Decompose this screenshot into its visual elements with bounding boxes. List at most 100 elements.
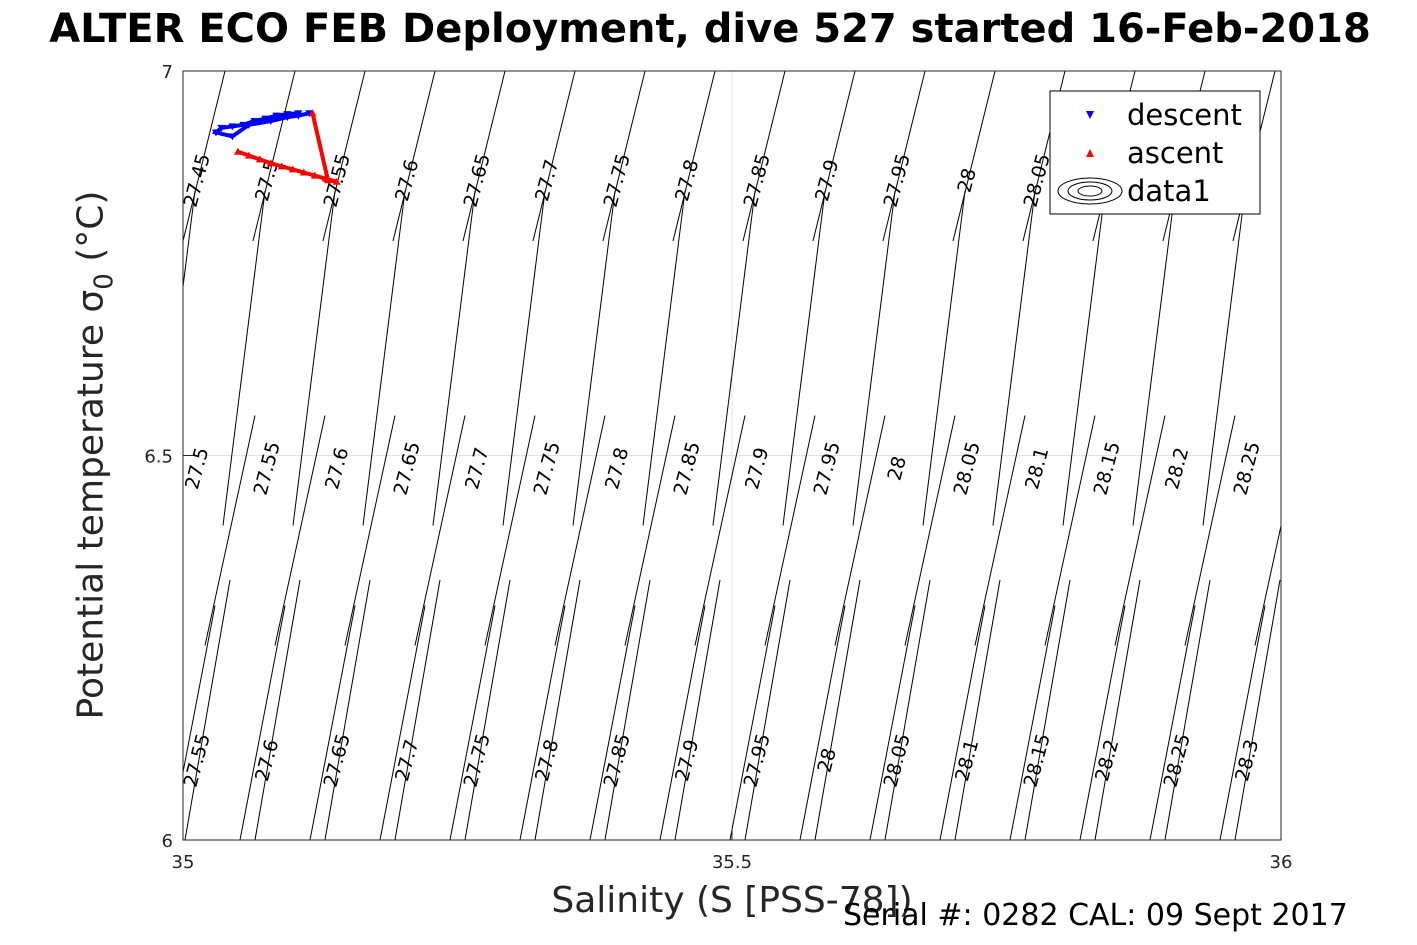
y-tick-label: 7 xyxy=(162,62,173,83)
isopycnal-line xyxy=(379,605,426,840)
isopycnal-line xyxy=(183,190,196,291)
legend-marker-data1 xyxy=(1077,185,1103,197)
isopycnal-line xyxy=(952,71,996,242)
isopycnal-line xyxy=(324,579,371,840)
isopycnal-line xyxy=(392,71,436,242)
isopycnal-line xyxy=(1164,579,1211,840)
isopycnal-line xyxy=(252,71,296,242)
isopycnal-line xyxy=(1132,190,1176,526)
legend-marker-data1 xyxy=(1057,177,1123,205)
legend-box xyxy=(1049,90,1261,215)
legend-label-data1: data1 xyxy=(1127,174,1211,208)
isopycnal-line xyxy=(799,605,846,840)
isopycnal-line xyxy=(624,415,676,646)
isopycnal-line xyxy=(204,415,256,646)
isopycnal-line xyxy=(1024,579,1071,840)
isopycnal-line xyxy=(834,415,886,646)
isopycnal-line xyxy=(449,605,496,840)
isopycnal-line xyxy=(532,71,576,242)
isopycnal-line xyxy=(1079,605,1126,840)
isopycnal-line xyxy=(602,71,646,242)
legend-label-ascent: ascent xyxy=(1127,136,1223,170)
x-tick-label: 36 xyxy=(1270,852,1293,873)
isopycnal-line xyxy=(659,605,706,840)
isopycnal-line xyxy=(1009,605,1056,840)
isopycnal-line xyxy=(309,605,356,840)
legend-marker-data1 xyxy=(1067,181,1113,201)
isopycnal-line xyxy=(742,71,786,242)
isopycnal-line xyxy=(254,579,301,840)
series-descent xyxy=(211,110,314,141)
isopycnal-line xyxy=(1202,190,1246,526)
isopycnal-line xyxy=(674,579,721,840)
isopycnal-line xyxy=(589,605,636,840)
isopycnal-line xyxy=(642,190,686,526)
isopycnal-line xyxy=(519,605,566,840)
isopycnal-line xyxy=(572,190,616,526)
isopycnal-line xyxy=(394,579,441,840)
series-ascent xyxy=(233,109,341,185)
isopycnal-line xyxy=(344,415,396,646)
isopycnal-line xyxy=(974,415,1026,646)
legend-marker-descent xyxy=(1086,111,1094,119)
legend: descent ascent data1 xyxy=(1049,90,1261,215)
isopycnal-line xyxy=(183,605,216,775)
isopycnal-line xyxy=(1044,415,1096,646)
isopycnal-line xyxy=(869,605,916,840)
isopycnal-line xyxy=(1114,415,1166,646)
isopycnal-line xyxy=(729,605,776,840)
serial-footer: Serial #: 0282 CAL: 09 Sept 2017 xyxy=(843,898,1348,933)
isopycnal-line xyxy=(764,415,816,646)
y-tick-label: 6 xyxy=(162,831,173,852)
isopycnal-line xyxy=(954,579,1001,840)
isopycnal-line xyxy=(1219,605,1266,840)
isopycnal-line xyxy=(744,579,791,840)
isopycnal-line xyxy=(604,579,651,840)
isopycnal-line xyxy=(884,579,931,840)
isopycnal-line xyxy=(502,190,546,526)
legend-marker-ascent xyxy=(1086,149,1094,157)
isopycnal-line xyxy=(184,579,231,840)
isopycnal-line xyxy=(939,605,986,840)
isopycnal-line xyxy=(462,71,506,242)
chart-title: ALTER ECO FEB Deployment, dive 527 start… xyxy=(49,6,1371,52)
trace-ascent xyxy=(237,112,338,184)
isopycnal-line xyxy=(1062,190,1106,526)
isopycnal-line xyxy=(814,579,861,840)
isopycnal-line xyxy=(694,415,746,646)
isopycnal-line xyxy=(1254,523,1281,646)
isopycnal-line xyxy=(1234,579,1281,840)
isopycnal-line xyxy=(904,415,956,646)
x-tick-label: 35 xyxy=(172,852,195,873)
trace-descent xyxy=(211,111,310,139)
isopycnal-line xyxy=(432,190,476,526)
isopycnal-line xyxy=(672,71,716,242)
isopycnal-line xyxy=(484,415,536,646)
isopycnal-line xyxy=(274,415,326,646)
x-axis-label: Salinity (S [PSS-78]) xyxy=(551,880,913,921)
x-tick-label: 35.5 xyxy=(712,852,752,873)
isopycnal-line xyxy=(554,415,606,646)
isopycnal-line xyxy=(882,71,926,242)
isopycnal-line xyxy=(712,190,756,526)
isopycnal-line xyxy=(1184,415,1236,646)
isopycnal-line xyxy=(812,71,856,242)
isopycnal-line xyxy=(852,190,896,526)
isopycnal-line xyxy=(782,190,826,526)
isopycnal-line xyxy=(222,190,266,526)
isopycnal-line xyxy=(239,605,286,840)
isopycnal-line xyxy=(922,190,966,526)
isopycnal-line xyxy=(322,71,366,242)
isopycnal-line xyxy=(362,190,406,526)
isopycnal-line xyxy=(1094,579,1141,840)
isopycnal-line xyxy=(464,579,511,840)
legend-label-descent: descent xyxy=(1127,98,1242,132)
isopycnal-line xyxy=(292,190,336,526)
isopycnal-line xyxy=(414,415,466,646)
y-tick-label: 6.5 xyxy=(144,447,173,468)
isopycnal-line xyxy=(534,579,581,840)
isopycnal-line xyxy=(992,190,1036,526)
isopycnal-line xyxy=(183,71,226,242)
isopycnal-line xyxy=(1149,605,1196,840)
